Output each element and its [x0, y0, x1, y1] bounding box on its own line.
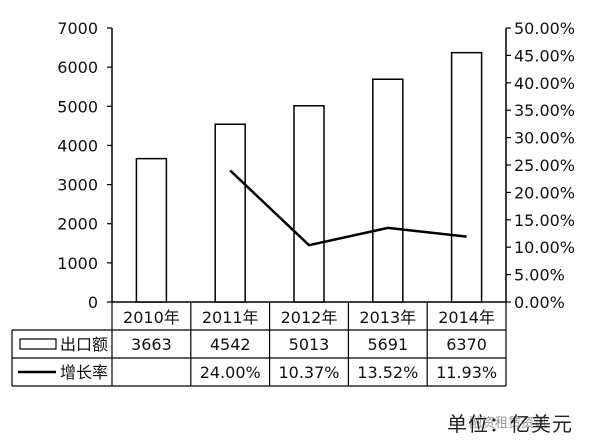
right-tick-label: 10.00%: [514, 238, 575, 257]
right-tick-label: 15.00%: [514, 211, 575, 230]
right-tick-label: 50.00%: [514, 19, 575, 38]
table-cell: 11.93%: [436, 363, 497, 382]
left-tick-label: 7000: [57, 19, 98, 38]
table-cell: 24.00%: [200, 363, 261, 382]
right-tick-label: 30.00%: [514, 129, 575, 148]
category-label: 2013年: [359, 308, 416, 327]
left-tick-label: 1000: [57, 254, 98, 273]
bar: [372, 78, 404, 303]
category-label: 2011年: [202, 308, 259, 327]
left-tick-label: 4000: [57, 136, 98, 155]
left-tick-label: 5000: [57, 97, 98, 116]
table-cell: 6370: [446, 335, 487, 354]
bar: [214, 123, 246, 303]
left-tick-label: 6000: [57, 58, 98, 77]
legend-bar-swatch: [19, 338, 57, 350]
bar: [293, 105, 325, 303]
right-tick-label: 25.00%: [514, 156, 575, 175]
table-cell: 5691: [367, 335, 408, 354]
category-label: 2010年: [123, 308, 180, 327]
right-tick-label: 5.00%: [514, 266, 565, 285]
category-label: 2012年: [281, 308, 338, 327]
table-row-label: 增长率: [60, 363, 108, 382]
category-label: 2014年: [438, 308, 495, 327]
left-tick-label: 0: [88, 293, 98, 312]
growth-line: [229, 169, 467, 247]
bar: [450, 51, 483, 303]
table-cell: 3663: [131, 335, 172, 354]
table-cell: 10.37%: [278, 363, 339, 382]
left-tick-label: 2000: [57, 215, 98, 234]
right-tick-label: 0.00%: [514, 293, 565, 312]
bar: [135, 157, 168, 303]
table-cell: 4542: [210, 335, 251, 354]
table-cell: 5013: [289, 335, 330, 354]
unit-label: 单位：亿美元: [447, 412, 573, 436]
right-tick-label: 20.00%: [514, 183, 575, 202]
right-tick-label: 40.00%: [514, 74, 575, 93]
table-row-label: 出口额: [60, 335, 108, 354]
right-tick-label: 35.00%: [514, 101, 575, 120]
right-tick-label: 45.00%: [514, 46, 575, 65]
left-tick-label: 3000: [57, 176, 98, 195]
table-cell: 13.52%: [357, 363, 418, 382]
watermark: 融资租赁资讯: [468, 416, 547, 431]
